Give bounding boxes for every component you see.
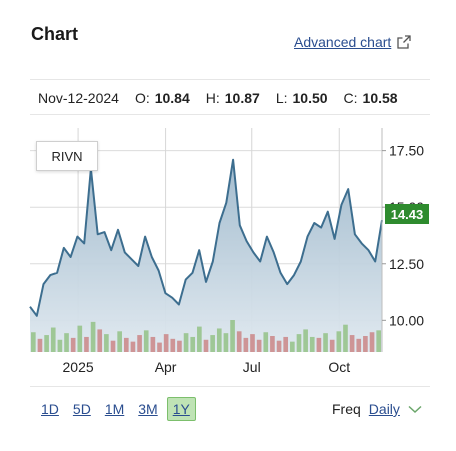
high-value: 10.87 — [224, 90, 260, 106]
volume-bar — [44, 335, 49, 352]
range-button-1y[interactable]: 1Y — [166, 397, 196, 421]
chart-title: Chart — [31, 24, 79, 44]
volume-bar — [64, 333, 69, 352]
advanced-chart-link[interactable]: Advanced chart — [294, 34, 411, 50]
range-button-3m[interactable]: 3M — [138, 401, 158, 417]
volume-bar — [290, 341, 295, 352]
external-link-icon — [397, 35, 411, 49]
volume-bar — [276, 340, 282, 352]
volume-bar — [183, 333, 189, 352]
volume-bar — [250, 334, 255, 352]
close-value: 10.58 — [362, 90, 398, 106]
volume-bar — [84, 336, 89, 352]
volume-bar — [230, 320, 235, 352]
x-tick-label: Apr — [155, 359, 177, 375]
range-selector: 1D 5D 1M 3M 1Y — [36, 397, 200, 421]
bottom-divider — [30, 386, 430, 387]
range-button-1d[interactable]: 1D — [41, 401, 59, 417]
low-label: L: — [275, 90, 288, 106]
volume-bar — [90, 321, 96, 352]
volume-bar — [70, 337, 76, 352]
volume-bar — [157, 342, 162, 352]
volume-bar — [376, 330, 381, 352]
volume-bar — [77, 325, 83, 352]
volume-bar — [236, 331, 242, 352]
x-tick-label: 2025 — [63, 359, 94, 375]
high-label: H: — [205, 90, 220, 106]
range-button-1m[interactable]: 1M — [104, 401, 125, 417]
quote-date: Nov-12-2024 — [38, 90, 119, 106]
volume-bar — [31, 332, 36, 352]
volume-bar — [143, 330, 149, 352]
last-price-badge: 14.43 — [385, 204, 429, 224]
volume-bar — [137, 335, 142, 352]
y-tick-label: 17.50 — [389, 143, 424, 159]
volume-bar — [296, 334, 302, 352]
volume-bar — [50, 327, 56, 352]
volume-bar — [210, 335, 215, 352]
volume-bar — [110, 340, 116, 352]
volume-bar — [123, 337, 129, 352]
chevron-down-icon[interactable] — [408, 405, 422, 414]
advanced-chart-label: Advanced chart — [294, 34, 392, 50]
range-button-5d[interactable]: 5D — [72, 401, 91, 417]
volume-bar — [263, 332, 269, 352]
volume-bar — [197, 326, 202, 352]
volume-bar — [316, 337, 322, 352]
volume-bar — [97, 329, 103, 352]
close-label: C: — [343, 90, 358, 106]
open-value: 10.84 — [154, 90, 190, 106]
price-line — [29, 158, 383, 317]
volume-bar — [203, 339, 209, 352]
volume-bar — [369, 332, 375, 352]
y-tick-label: 12.50 — [389, 256, 424, 272]
volume-bar — [270, 336, 275, 352]
quote-divider — [30, 114, 430, 115]
freq-value[interactable]: Daily — [368, 401, 400, 417]
ticker-label: RIVN — [36, 141, 98, 171]
volume-bar — [243, 337, 249, 352]
volume-bar — [163, 334, 169, 352]
volume-bar — [343, 324, 348, 352]
y-tick-label: 10.00 — [389, 312, 424, 328]
low-value: 10.50 — [292, 90, 328, 106]
top-divider — [30, 79, 430, 80]
volume-bar — [256, 339, 262, 352]
volume-bar — [323, 333, 328, 352]
price-area-fill — [30, 159, 382, 352]
volume-bar — [150, 336, 156, 352]
volume-bar — [329, 339, 335, 352]
open-label: O: — [134, 90, 150, 106]
x-tick-label: Jul — [243, 359, 261, 375]
volume-bar — [356, 338, 362, 352]
volume-bar — [190, 336, 196, 352]
volume-bar — [363, 336, 368, 352]
volume-bar — [170, 338, 176, 352]
frequency-selector[interactable]: Freq Daily — [332, 401, 422, 417]
volume-bar — [117, 331, 122, 352]
freq-label: Freq — [332, 401, 361, 417]
volume-bar — [216, 328, 222, 352]
volume-bar — [104, 334, 109, 352]
volume-bar — [283, 336, 289, 352]
volume-bar — [336, 331, 342, 352]
volume-bar — [130, 341, 136, 352]
volume-bar — [303, 329, 308, 352]
volume-bar — [57, 339, 63, 352]
volume-bar — [349, 335, 355, 352]
volume-bar — [37, 338, 43, 352]
volume-bar — [223, 333, 229, 352]
volume-bar — [309, 336, 315, 352]
volume-bar — [177, 340, 182, 352]
x-tick-label: Oct — [328, 359, 350, 375]
ohlc-quote-bar: Nov-12-2024 O: 10.84 H: 10.87 L: 10.50 C… — [38, 90, 414, 106]
